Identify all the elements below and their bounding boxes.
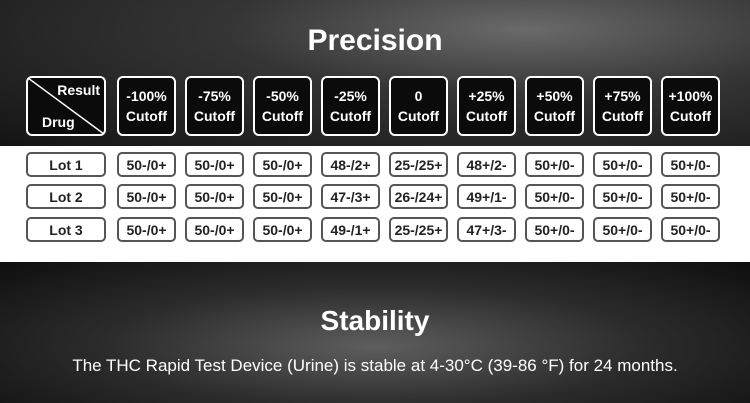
column-header: 0 Cutoff [389, 76, 448, 136]
table-cell: 50+/0- [661, 217, 720, 242]
row-label: Lot 3 [26, 217, 106, 242]
table-cell: 50-/0+ [253, 217, 312, 242]
corner-drug: Drug [42, 114, 75, 130]
column-header-text: Cutoff [329, 108, 372, 124]
table-cell: 50-/0+ [185, 152, 244, 177]
table-cell: 50+/0- [525, 152, 584, 177]
column-header-text: +75% [604, 88, 641, 104]
table-cell: 49+/1- [457, 184, 516, 209]
column-header-text: -50% [266, 88, 299, 104]
table-cell: 50+/0- [593, 184, 652, 209]
column-header-text: Cutoff [397, 108, 440, 124]
table-cell: 50+/0- [525, 217, 584, 242]
column-header-text: Cutoff [465, 108, 508, 124]
section-title: Precision [307, 24, 443, 57]
table-cell: 50-/0+ [117, 152, 176, 177]
column-header-text: +25% [468, 88, 505, 104]
section-title: Stability [320, 305, 430, 336]
column-header-text: -100% [126, 88, 167, 104]
table-cell: 50-/0+ [117, 217, 176, 242]
table-cell: 50+/0- [661, 152, 720, 177]
column-header: -75% Cutoff [185, 76, 244, 136]
column-header: +75% Cutoff [593, 76, 652, 136]
column-header: +100% Cutoff [661, 76, 720, 136]
column-header-text: +50% [536, 88, 573, 104]
table-cell: 25-/25+ [389, 217, 448, 242]
table-cell: 50-/0+ [117, 184, 176, 209]
table-cell: 26-/24+ [389, 184, 448, 209]
table-cell: 48-/2+ [321, 152, 380, 177]
corner-header: Result Drug [26, 76, 106, 136]
column-header-text: Cutoff [193, 108, 236, 124]
table-cell: 25-/25+ [389, 152, 448, 177]
column-header-text: -75% [198, 88, 231, 104]
column-header: -50% Cutoff [253, 76, 312, 136]
column-header-text: -25% [334, 88, 367, 104]
column-header-text: Cutoff [125, 108, 168, 124]
column-header-text: Cutoff [261, 108, 304, 124]
column-header: -100% Cutoff [117, 76, 176, 136]
table-cell: 50-/0+ [253, 184, 312, 209]
column-header: +25% Cutoff [457, 76, 516, 136]
stability-text: The THC Rapid Test Device (Urine) is sta… [72, 356, 678, 375]
corner-result: Result [57, 82, 100, 98]
column-header-text: +100% [668, 88, 713, 104]
table-cell: 49-/1+ [321, 217, 380, 242]
column-header: +50% Cutoff [525, 76, 584, 136]
footer-background [0, 262, 750, 403]
column-header: -25% Cutoff [321, 76, 380, 136]
table-cell: 47+/3- [457, 217, 516, 242]
table-cell: 50+/0- [593, 152, 652, 177]
row-label: Lot 1 [26, 152, 106, 177]
table-cell: 50-/0+ [185, 217, 244, 242]
column-header-text: Cutoff [669, 108, 712, 124]
column-header-text: 0 [414, 88, 423, 104]
table-cell: 50+/0- [593, 217, 652, 242]
table-cell: 50-/0+ [253, 152, 312, 177]
table-cell: 50+/0- [661, 184, 720, 209]
column-header-text: Cutoff [601, 108, 644, 124]
row-label: Lot 2 [26, 184, 106, 209]
diagonal [28, 78, 104, 134]
table-cell: 47-/3+ [321, 184, 380, 209]
table-cell: 50-/0+ [185, 184, 244, 209]
table-cell: 50+/0- [525, 184, 584, 209]
column-header-text: Cutoff [533, 108, 576, 124]
table-cell: 48+/2- [457, 152, 516, 177]
